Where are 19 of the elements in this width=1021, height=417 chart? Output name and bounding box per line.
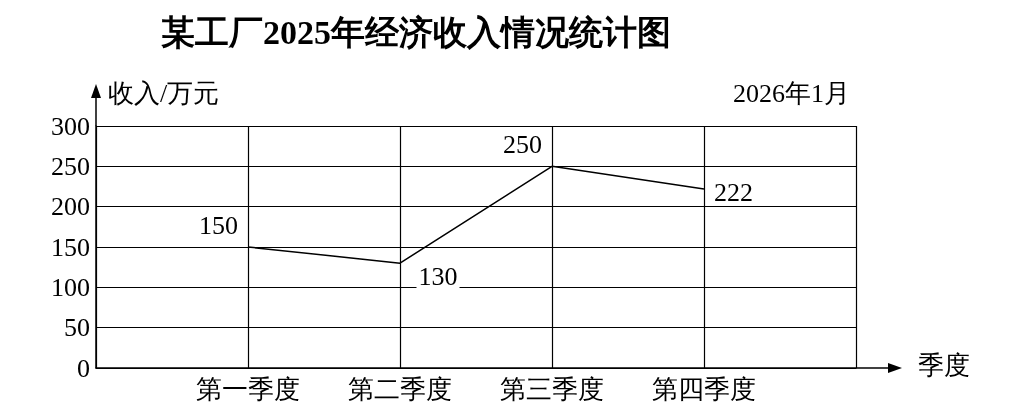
text: 2026年1月: [733, 78, 850, 108]
y-tick-label: 200: [51, 192, 90, 222]
data-label: 250: [503, 129, 542, 159]
y-tick-label: 250: [51, 151, 90, 181]
data-label: 222: [714, 178, 753, 208]
chart-title: 某工厂2025年经济收入情况统计图: [161, 13, 671, 51]
y-tick-label: 100: [51, 272, 90, 302]
x-tick-label: 第四季度: [652, 374, 756, 404]
data-label: 150: [199, 210, 238, 240]
y-tick-label: 50: [64, 313, 90, 343]
x-tick-label: 第一季度: [196, 374, 300, 404]
data-label: 130: [418, 261, 458, 291]
x-tick-label: 第三季度: [500, 374, 604, 404]
x-axis-title: 季度: [918, 350, 970, 380]
y-axis-title: 收入/万元: [108, 78, 220, 108]
y-tick-label: 0: [77, 353, 90, 383]
y-tick-label: 150: [51, 232, 90, 262]
x-tick-label: 第二季度: [348, 374, 452, 404]
y-tick-label: 300: [51, 111, 90, 141]
